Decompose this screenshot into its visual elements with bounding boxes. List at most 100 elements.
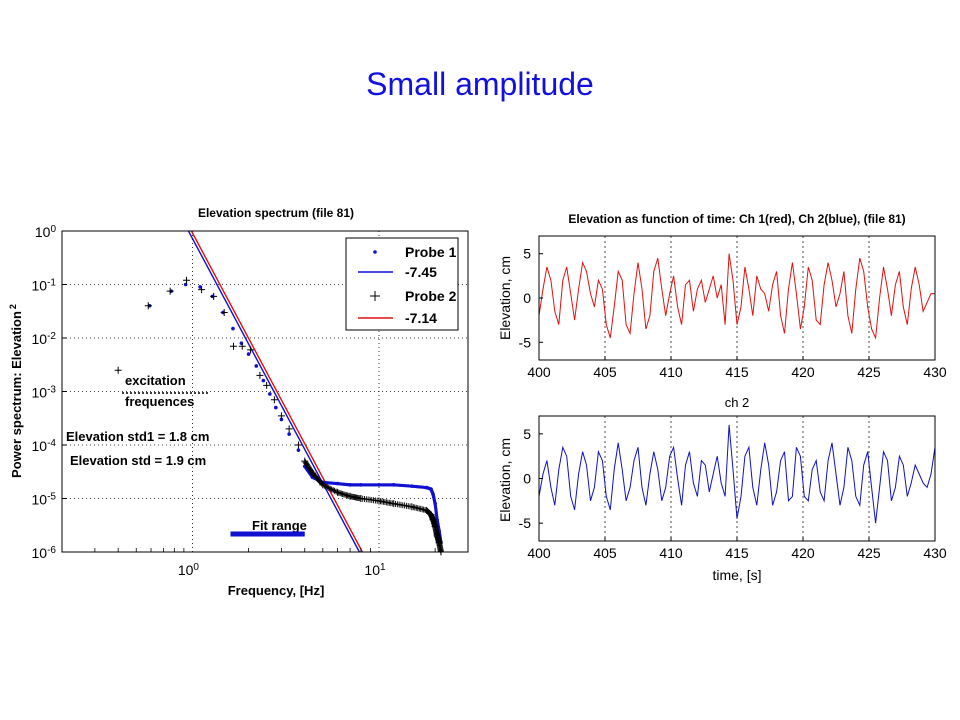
legend-box bbox=[345, 237, 459, 331]
ch2-y-tick-label: -5 bbox=[519, 515, 532, 531]
spectrum-fit-lines bbox=[187, 230, 364, 553]
probe1-point bbox=[296, 448, 301, 452]
ch2-x-tick-label: 410 bbox=[659, 545, 683, 561]
probe2-point bbox=[407, 503, 414, 510]
probe2-point bbox=[328, 486, 335, 493]
probe2-point bbox=[356, 495, 363, 502]
probe2-point bbox=[331, 487, 338, 494]
probe2-point bbox=[389, 500, 396, 507]
ch2-y-tick-label: 0 bbox=[523, 471, 531, 487]
probe2-point bbox=[322, 483, 329, 490]
probe1-point bbox=[408, 484, 412, 488]
spectrum-x-axis-label: Frequency, [Hz] bbox=[228, 583, 325, 598]
spectrum-grid bbox=[62, 230, 468, 553]
ch2-title: ch 2 bbox=[725, 395, 750, 410]
probe1-point bbox=[435, 516, 439, 520]
legend-label-probe2: Probe 2 bbox=[405, 288, 457, 304]
ch2-y-axis-label: Elevation, cm bbox=[497, 438, 513, 522]
spectrum-y-tick-label: 100 bbox=[35, 224, 57, 241]
probe2-point bbox=[285, 425, 293, 433]
legend-marker-probe1 bbox=[373, 250, 377, 254]
spectrum-y-tick-label: 10-2 bbox=[32, 331, 57, 348]
excitation-dot bbox=[162, 392, 164, 394]
probe2-point bbox=[294, 441, 302, 449]
excitation-dot bbox=[158, 392, 160, 394]
probe2-point bbox=[327, 485, 334, 492]
probe2-point bbox=[263, 381, 271, 389]
probe1-point bbox=[274, 405, 278, 410]
probe1-point bbox=[261, 378, 266, 383]
ch1-x-tick-label: 415 bbox=[725, 364, 749, 380]
spectrum-fit-line bbox=[187, 230, 361, 553]
spectrum-fit-line bbox=[190, 230, 364, 553]
legend-label-probe1: Probe 1 bbox=[405, 244, 457, 260]
ch2-x-tick-labels: 400 405 410 415 420 425 430 bbox=[527, 537, 947, 561]
ch1-y-axis-label: Elevation, cm bbox=[497, 256, 513, 340]
ch1-x-tick-label: 425 bbox=[857, 364, 881, 380]
ch1-y-tick-label: 0 bbox=[523, 290, 531, 306]
spectrum-y-tick-labels: 100 10-1 10-2 10-3 10-4 10-5 10-6 bbox=[32, 224, 67, 562]
probe1-point bbox=[334, 481, 338, 486]
probe2-point bbox=[247, 346, 255, 354]
excitation-dotted-marker bbox=[122, 392, 208, 394]
probe2-point bbox=[325, 484, 332, 491]
probe1-point bbox=[358, 483, 362, 487]
ch1-x-tick-labels: 400 405 410 415 420 425 430 bbox=[527, 356, 947, 380]
excitation-dot bbox=[174, 392, 176, 394]
fit-range-label: Fit range bbox=[252, 518, 307, 533]
excitation-dot bbox=[190, 392, 192, 394]
ch2-x-tick-label: 415 bbox=[725, 545, 749, 561]
ch2-y-tick-labels: 5 0 -5 bbox=[519, 426, 543, 531]
excitation-dot bbox=[166, 392, 168, 394]
excitation-dot bbox=[186, 392, 188, 394]
excitation-dot bbox=[126, 392, 128, 394]
ch1-x-tick-label: 400 bbox=[527, 364, 551, 380]
ch1-x-tick-label: 405 bbox=[593, 364, 617, 380]
legend-marker-probe2 bbox=[370, 291, 380, 301]
excitation-dot bbox=[154, 392, 156, 394]
excitation-dot bbox=[198, 392, 200, 394]
excitation-dot bbox=[142, 392, 144, 394]
probe2-point bbox=[229, 342, 237, 350]
ch2-x-tick-label: 430 bbox=[923, 545, 947, 561]
std1-annotation: Elevation std1 = 1.8 cm bbox=[66, 429, 209, 444]
probe1-point bbox=[198, 285, 202, 289]
excitation-label-line1: excitation bbox=[125, 373, 186, 388]
excitation-dot bbox=[182, 392, 184, 394]
ch2-series-line bbox=[538, 424, 936, 524]
excitation-dot bbox=[202, 392, 204, 394]
spectrum-y-axis-label-sup: 2 bbox=[8, 304, 18, 309]
legend-label-fit2: -7.14 bbox=[405, 310, 437, 326]
ch1-series-line bbox=[538, 253, 935, 340]
probe2-point bbox=[317, 479, 324, 486]
probe2-point bbox=[437, 548, 444, 555]
ch2-time-series-chart: ch 2 5 0 -5 400 405 410 415 420 425 430 Elevatio… bbox=[497, 395, 947, 583]
probe2-point bbox=[307, 467, 314, 474]
probe2-point bbox=[220, 308, 228, 316]
probe1-point bbox=[231, 326, 235, 331]
probe2-point bbox=[321, 482, 328, 489]
probe2-point bbox=[114, 366, 122, 374]
excitation-dot bbox=[170, 392, 172, 394]
probe2-point bbox=[238, 342, 246, 350]
probe2-point bbox=[210, 292, 218, 300]
ch1-grid bbox=[604, 236, 870, 360]
spectrum-y-tick-label: 10-5 bbox=[32, 491, 57, 508]
probe2-point bbox=[144, 302, 152, 310]
excitation-dot bbox=[150, 392, 152, 394]
probe2-point bbox=[198, 286, 206, 294]
spectrum-y-tick-label: 10-6 bbox=[32, 545, 57, 562]
probe1-point bbox=[375, 483, 379, 487]
spectrum-y-tick-label: 10-3 bbox=[32, 384, 57, 401]
probe2-point bbox=[270, 396, 278, 404]
ch1-y-tick-label: 5 bbox=[523, 246, 531, 262]
std2-annotation: Elevation std = 1.9 cm bbox=[70, 453, 206, 468]
spectrum-x-tick-label: 100 bbox=[178, 562, 200, 579]
slide-title: Small amplitude bbox=[366, 66, 594, 102]
excitation-dot bbox=[194, 392, 196, 394]
spectrum-x-tick-labels: 100 101 bbox=[61, 548, 469, 579]
probe1-point bbox=[279, 417, 284, 422]
spectrum-legend: Probe 1 -7.45 Probe 2 -7.14 bbox=[345, 237, 459, 331]
spectrum-y-axis-label: Power spectrum: Elevation 2 bbox=[8, 304, 24, 478]
excitation-dot bbox=[134, 392, 136, 394]
